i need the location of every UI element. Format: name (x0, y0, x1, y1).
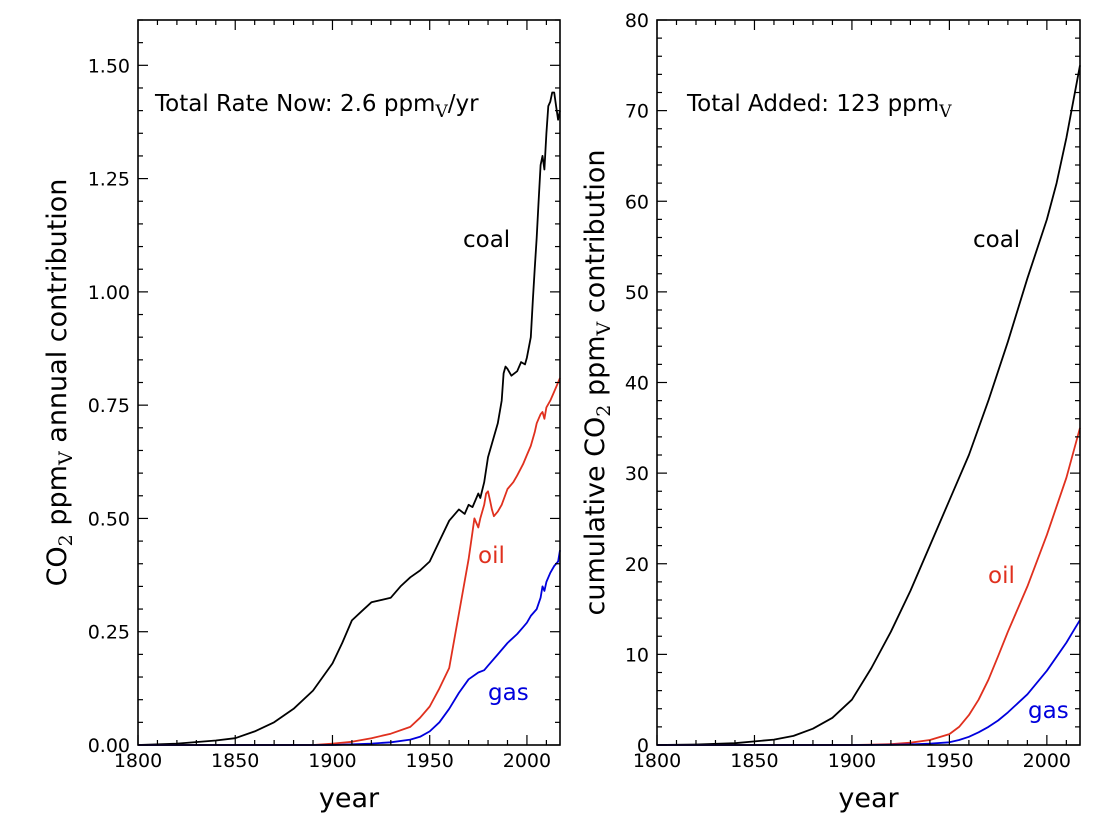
x-tick-label: 2000 (1023, 750, 1071, 772)
series-line-coal (656, 65, 1081, 746)
annotation-sub: V (938, 102, 952, 122)
y-tick-label: 1.25 (88, 169, 130, 191)
x-tick-label: 1800 (633, 750, 681, 772)
y-axis-title-part: V (593, 321, 615, 336)
x-tick-label: 1900 (308, 750, 356, 772)
y-axis-title-part: CO (42, 546, 73, 586)
y-axis-title-part: V (55, 451, 77, 466)
y-tick-label: 80 (625, 10, 649, 32)
y-axis-title-part: annual contribution (42, 179, 73, 452)
annotation-text: Total Rate Now: 2.6 ppm (154, 91, 435, 117)
x-tick-label: 1800 (114, 750, 162, 772)
y-tick-label: 20 (625, 554, 649, 576)
y-tick-label: 70 (625, 101, 649, 123)
series-line-coal (137, 91, 561, 746)
x-tick-label: 1850 (211, 750, 259, 772)
series-line-oil (657, 427, 1081, 746)
x-tick-label: 1950 (925, 750, 973, 772)
series-line-gas (657, 619, 1081, 746)
y-axis-title-part: ppm (580, 335, 611, 404)
total-annotation: Total Added: 123 ppmV (686, 91, 952, 122)
y-axis-title-part: contribution (580, 149, 611, 321)
x-tick-label: 1900 (828, 750, 876, 772)
series-label-oil: oil (478, 543, 505, 569)
y-tick-label: 60 (625, 191, 649, 213)
y-tick-label: 0.50 (88, 508, 130, 530)
y-tick-label: 0.00 (88, 735, 130, 757)
y-axis-title: CO2 ppmV annual contribution (42, 179, 77, 587)
series-label-oil: oil (988, 563, 1015, 589)
series-label-coal: coal (973, 227, 1020, 253)
series-label-gas: gas (1028, 698, 1069, 724)
y-tick-label: 50 (625, 282, 649, 304)
y-tick-label: 30 (625, 463, 649, 485)
series-line-oil (138, 377, 561, 746)
series-label-coal: coal (463, 227, 510, 253)
plot-frame (656, 19, 1081, 746)
x-tick-label: 2000 (503, 750, 551, 772)
x-tick-label: 1950 (406, 750, 454, 772)
series-label-gas: gas (488, 680, 529, 706)
y-axis-title-part: 2 (593, 405, 615, 417)
x-axis-title: year (838, 783, 899, 814)
y-tick-label: 0 (637, 735, 649, 757)
y-axis-title-part: cumulative CO (580, 417, 611, 616)
x-tick-label: 1850 (730, 750, 778, 772)
annotation-sub: V (434, 102, 448, 122)
y-tick-label: 0.75 (88, 395, 130, 417)
plot-frame (137, 19, 561, 746)
y-tick-label: 1.00 (88, 282, 130, 304)
y-axis-title-part: 2 (55, 534, 77, 546)
series-line-gas (138, 550, 561, 746)
annotation-suffix: /yr (448, 91, 479, 117)
y-axis-title: cumulative CO2 ppmV contribution (580, 149, 615, 615)
y-tick-label: 40 (625, 373, 649, 395)
left-chart-panel: 1800 1850 1900 1950 2000 0.00 0.25 0.50 0.75 1.00… (42, 19, 561, 814)
y-axis-title-part: ppm (42, 465, 73, 534)
x-axis-title: year (319, 783, 380, 814)
annotation-text: Total Added: 123 ppm (686, 91, 939, 117)
y-tick-label: 10 (625, 644, 649, 666)
y-tick-label: 0.25 (88, 622, 130, 644)
total-annotation: Total Rate Now: 2.6 ppmV/yr (154, 91, 479, 122)
y-tick-label: 1.50 (88, 55, 130, 77)
right-chart-panel: 1800 1850 1900 1950 2000 0 10 20 30 40 50 60 70 80 yea… (580, 10, 1081, 814)
